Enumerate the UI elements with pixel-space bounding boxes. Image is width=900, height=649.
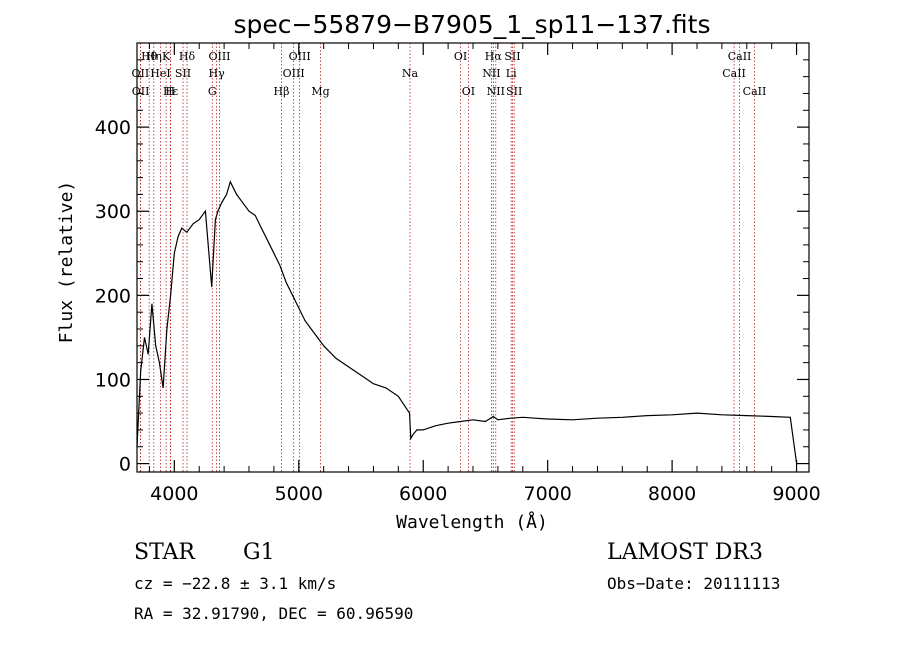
line-markers [139, 43, 755, 472]
line-label-5: K [162, 50, 171, 63]
plot-frame [136, 42, 810, 473]
line-label-25: SII [506, 85, 522, 98]
axis-ticks: 4000 5000 6000 7000 8000 9000 0 100 200 300 400 [95, 43, 821, 505]
line-label-9: Hδ [179, 50, 196, 63]
ra-dec: RA = 32.91790, DEC = 60.96590 [134, 604, 413, 623]
y-tick-label-1: 100 [95, 369, 131, 391]
y-tick-label-4: 400 [95, 117, 131, 139]
line-label-21: Hα [485, 50, 503, 63]
line-label-19: OI [462, 85, 475, 98]
spectrum-line [136, 180, 798, 464]
line-label-7: H [166, 85, 176, 98]
x-tick-label-5: 9000 [772, 483, 820, 505]
line-label-17: Na [402, 67, 419, 80]
line-label-6: Hε [163, 85, 179, 98]
line-label-0: OII [132, 67, 150, 80]
line-label-22: NII [487, 85, 505, 98]
y-tick-label-3: 300 [95, 201, 131, 223]
y-axis-label: Flux (relative) [56, 181, 77, 344]
line-label-10: G [208, 85, 217, 98]
line-label-26: CaII [722, 67, 746, 80]
line-label-14: OIII [283, 67, 305, 80]
line-label-8: SII [175, 67, 191, 80]
observation-date: Obs−Date: 20111113 [607, 574, 780, 593]
x-tick-label-1: 5000 [275, 483, 323, 505]
line-label-1: OII [132, 85, 150, 98]
line-label-4: HeI [150, 67, 170, 80]
line-label-28: CaII [743, 85, 767, 98]
line-label-3: Hη [146, 50, 162, 63]
y-tick-label-0: 0 [119, 454, 131, 476]
line-label-11: Hγ [209, 67, 226, 80]
line-label-12: OIII [208, 50, 230, 63]
line-label-15: OIII [289, 50, 311, 63]
x-tick-label-2: 6000 [399, 483, 447, 505]
x-tick-label-0: 4000 [150, 483, 198, 505]
line-label-16: Mg [311, 85, 329, 98]
redshift-cz: cz = −22.8 ± 3.1 km/s [134, 574, 336, 593]
x-axis-label: Wavelength (Å) [396, 511, 548, 533]
y-tick-label-2: 200 [95, 285, 131, 307]
x-tick-label-4: 8000 [648, 483, 696, 505]
survey-name: LAMOST DR3 [607, 540, 763, 565]
line-label-27: CaII [728, 50, 752, 63]
line-label-2: Hθ [141, 50, 158, 63]
line-label-18: OI [454, 50, 467, 63]
object-class: STAR [134, 540, 196, 565]
line-label-23: SII [504, 50, 520, 63]
chart-title: spec−55879−B7905_1_sp11−137.fits [233, 10, 710, 39]
line-label-20: NII [482, 67, 500, 80]
line-label-13: Hβ [274, 85, 290, 98]
x-tick-label-3: 7000 [523, 483, 571, 505]
line-label-24: Li [506, 67, 517, 80]
object-subclass: G1 [243, 540, 275, 565]
